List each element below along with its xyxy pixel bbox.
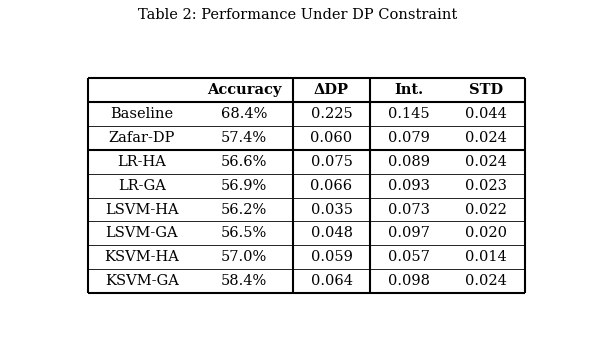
Text: Table 2: Performance Under DP Constraint: Table 2: Performance Under DP Constraint [138, 8, 458, 22]
Text: 68.4%: 68.4% [221, 107, 268, 121]
Text: 56.6%: 56.6% [221, 155, 268, 169]
Text: 0.059: 0.059 [311, 250, 352, 264]
Text: LSVM-GA: LSVM-GA [105, 226, 178, 240]
Text: 58.4%: 58.4% [221, 274, 268, 288]
Text: Accuracy: Accuracy [207, 83, 281, 97]
Text: LSVM-HA: LSVM-HA [105, 202, 179, 217]
Text: 0.024: 0.024 [465, 155, 507, 169]
Text: 0.093: 0.093 [388, 179, 430, 193]
Text: 0.023: 0.023 [465, 179, 507, 193]
Text: 56.9%: 56.9% [221, 179, 268, 193]
Text: 56.2%: 56.2% [221, 202, 268, 217]
Text: ΔDP: ΔDP [314, 83, 349, 97]
Text: 0.073: 0.073 [388, 202, 430, 217]
Text: 0.024: 0.024 [465, 131, 507, 145]
Text: Zafar-DP: Zafar-DP [109, 131, 175, 145]
Text: KSVM-GA: KSVM-GA [105, 274, 179, 288]
Text: 0.014: 0.014 [465, 250, 507, 264]
Text: 0.097: 0.097 [388, 226, 430, 240]
Text: 57.4%: 57.4% [221, 131, 268, 145]
Text: 0.075: 0.075 [311, 155, 352, 169]
Text: LR-GA: LR-GA [118, 179, 166, 193]
Text: 0.225: 0.225 [311, 107, 352, 121]
Text: 0.098: 0.098 [388, 274, 430, 288]
Text: Baseline: Baseline [110, 107, 173, 121]
Text: 0.066: 0.066 [311, 179, 353, 193]
Text: 0.020: 0.020 [465, 226, 507, 240]
Text: 0.022: 0.022 [465, 202, 507, 217]
Text: 0.024: 0.024 [465, 274, 507, 288]
Text: LR-HA: LR-HA [117, 155, 166, 169]
Text: 56.5%: 56.5% [221, 226, 268, 240]
Text: Int.: Int. [395, 83, 423, 97]
Text: 0.035: 0.035 [311, 202, 353, 217]
Text: 0.089: 0.089 [388, 155, 430, 169]
Text: 57.0%: 57.0% [221, 250, 268, 264]
Text: 0.145: 0.145 [388, 107, 430, 121]
Text: KSVM-HA: KSVM-HA [104, 250, 179, 264]
Text: STD: STD [469, 83, 503, 97]
Text: 0.079: 0.079 [388, 131, 430, 145]
Text: 0.060: 0.060 [311, 131, 353, 145]
Text: 0.044: 0.044 [465, 107, 507, 121]
Text: 0.048: 0.048 [311, 226, 353, 240]
Text: 0.064: 0.064 [311, 274, 353, 288]
Text: 0.057: 0.057 [388, 250, 430, 264]
